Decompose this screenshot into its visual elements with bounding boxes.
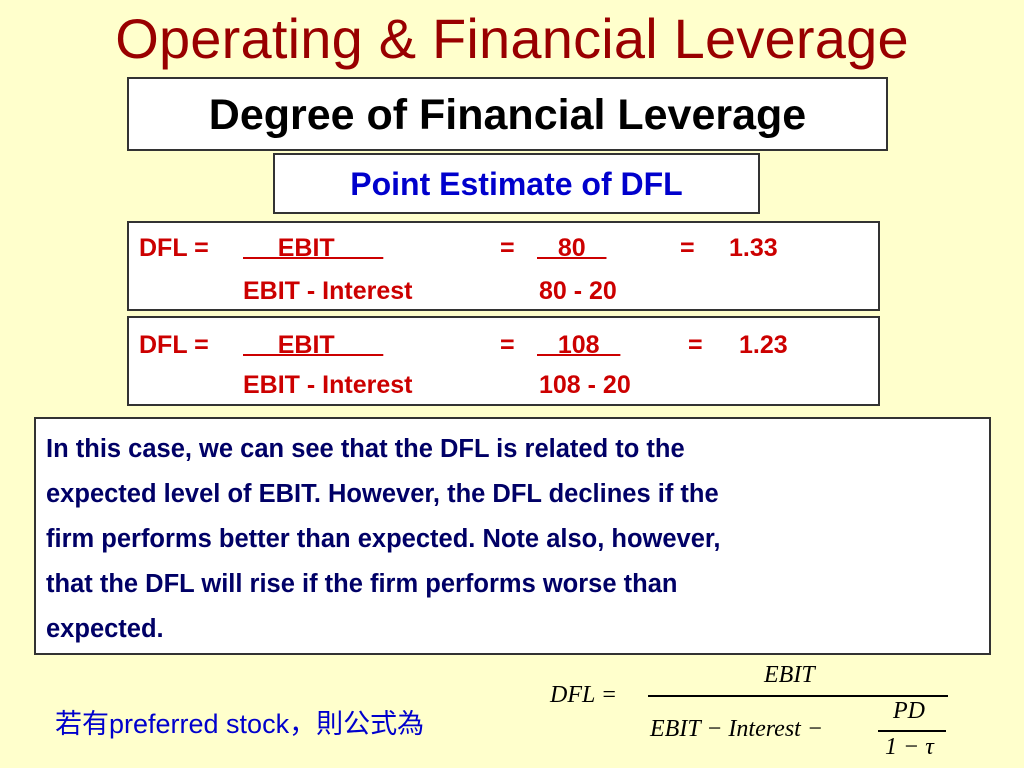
explanation-line: expected. bbox=[46, 615, 164, 643]
preferred-stock-note: 若有preferred stock，則公式為 bbox=[55, 709, 425, 739]
denominator-value: 108 - 20 bbox=[539, 371, 631, 399]
formula-denominator-left: EBIT − Interest − bbox=[650, 716, 824, 742]
formula-one-minus-tau: 1 − τ bbox=[885, 734, 934, 760]
equals-sign: = bbox=[500, 331, 515, 359]
denominator-value: 80 - 20 bbox=[539, 277, 617, 305]
point-estimate-text: Point Estimate of DFL bbox=[350, 166, 683, 202]
denominator-label: EBIT - Interest bbox=[243, 277, 413, 305]
denominator-label: EBIT - Interest bbox=[243, 371, 413, 399]
subtitle-box: Degree of Financial Leverage bbox=[127, 77, 888, 151]
formula-lhs: DFL = bbox=[550, 682, 618, 708]
explanation-line: expected level of EBIT. However, the DFL… bbox=[46, 480, 719, 508]
explanation-line: firm performs better than expected. Note… bbox=[46, 525, 721, 553]
point-estimate-box: Point Estimate of DFL bbox=[273, 153, 760, 214]
explanation-line: In this case, we can see that the DFL is… bbox=[46, 435, 685, 463]
ebit-numerator-value: 80 bbox=[537, 234, 607, 262]
dfl-result: 1.33 bbox=[729, 234, 778, 262]
formula-pd: PD bbox=[893, 698, 925, 724]
formula-main-fraction-bar bbox=[648, 695, 948, 697]
formula-inner-fraction-bar bbox=[878, 730, 946, 732]
equals-sign: = bbox=[680, 234, 695, 262]
dfl-preferred-formula: DFL = EBIT EBIT − Interest − PD 1 − τ bbox=[550, 660, 960, 768]
equals-sign: = bbox=[688, 331, 703, 359]
dfl-calc-box-2: DFL = EBIT = 108 = 1.23 EBIT - Interest … bbox=[127, 316, 880, 406]
ebit-numerator-value: 108 bbox=[537, 331, 621, 359]
ebit-numerator-label: EBIT bbox=[243, 331, 384, 359]
dfl-label: DFL = bbox=[139, 234, 209, 262]
explanation-line: that the DFL will rise if the firm perfo… bbox=[46, 570, 678, 598]
dfl-result: 1.23 bbox=[739, 331, 788, 359]
slide-title: Operating & Financial Leverage bbox=[115, 7, 909, 70]
dfl-calc-box-1: DFL = EBIT = 80 = 1.33 EBIT - Interest 8… bbox=[127, 221, 880, 311]
explanation-box: In this case, we can see that the DFL is… bbox=[34, 417, 991, 655]
subtitle-text: Degree of Financial Leverage bbox=[208, 91, 807, 139]
ebit-numerator-label: EBIT bbox=[243, 234, 384, 262]
formula-numerator: EBIT bbox=[764, 662, 815, 688]
dfl-label: DFL = bbox=[139, 331, 209, 359]
equals-sign: = bbox=[500, 234, 515, 262]
